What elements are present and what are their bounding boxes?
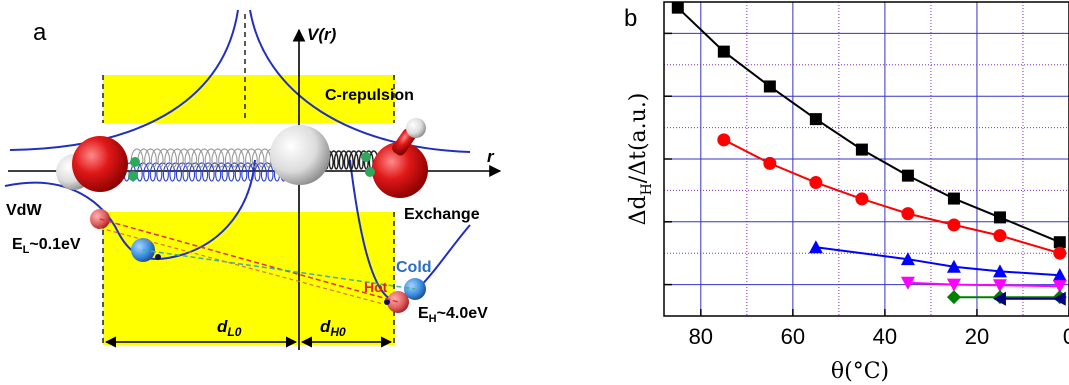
panel-b-letter: b [624,5,637,32]
dl0-label: dL0 [217,317,242,339]
data-point [900,252,915,266]
series-2 [717,133,1067,260]
data-point [946,259,961,273]
data-point [992,264,1007,278]
hydrogen-atom-center [270,125,330,185]
data-point [717,45,730,58]
hot-dashed-line [99,218,399,303]
eh-label: EH~4.0eV [418,305,488,325]
c-repulsion-curve-right [249,9,471,153]
data-point [671,1,684,14]
bond-spring [123,148,379,182]
panel-a: a V(r) r C-repulsion [4,9,502,350]
x-tick-label: 60 [781,324,805,349]
series-5 [946,290,1067,305]
data-point [992,279,1007,293]
exchange-label: Exchange [404,206,480,223]
data-point [992,291,1006,306]
data-point [1053,246,1067,260]
plot-series [671,1,1067,306]
series-line [723,138,1061,255]
data-point [717,133,731,147]
c-repulsion-curve-left [9,9,239,151]
data-point [855,192,869,206]
data-point [809,176,823,190]
cold-dashed-line [142,249,416,290]
panel-a-letter: a [33,19,47,46]
data-point [946,290,961,305]
data-point [993,211,1006,224]
series-line [907,281,1060,288]
panel-b: b 80 60 40 20 0 θ(°C) ΔdH/Δt(a.u.) [624,1,1069,384]
hot-label: Hot [364,279,388,295]
lone-pair-dot [361,152,371,162]
x-tick-label: 80 [689,324,713,349]
lower-yellow-band [103,212,395,345]
x-tick-label: 0 [1063,324,1069,349]
series-4 [900,276,1067,294]
vdw-label: VdW [6,202,42,219]
data-point [946,278,961,292]
data-point [808,240,823,254]
data-point [763,156,777,170]
r-axis-label: r [487,147,495,166]
oxygen-atom-left [72,136,128,192]
data-point [947,192,960,205]
data-point [1052,268,1067,282]
data-point [855,143,868,156]
series-3 [808,240,1067,282]
data-point [993,229,1007,243]
lone-pair-dot [128,171,138,181]
y-axis-title: ΔdH/Δt(a.u.) [626,93,655,226]
potential-axis-label: V(r) [307,25,337,44]
oxygen-atom-right [372,142,428,198]
hot-atom-exchange [387,291,409,313]
cold-label: Cold [396,259,432,276]
data-point [947,218,961,232]
upper-yellow-band [103,75,395,123]
el-label: EL~0.1eV [12,236,81,256]
series-1 [671,1,1066,249]
x-tick-label: 20 [965,324,989,349]
dh0-label: dH0 [320,317,346,339]
x-axis-title: θ(°C) [831,359,889,384]
series-line [677,6,1061,244]
plot-ticks: 80 60 40 20 0 [664,32,1069,349]
data-point [900,276,915,290]
data-point [901,169,914,182]
well-marker [384,299,390,305]
c-repulsion-label: C-repulsion [325,87,414,104]
plot-grid [664,2,1069,316]
data-point [763,80,776,93]
x-tick-label: 40 [873,324,897,349]
well-marker [155,254,161,260]
data-point [901,207,915,221]
lone-pair-dot [130,157,140,167]
series-6 [992,291,1066,306]
data-point [1052,291,1066,306]
data-point [809,113,822,126]
lone-pair-dot [365,167,375,177]
data-point [1053,236,1066,249]
hydrogen-atom-right [406,118,426,138]
data-point [1052,280,1067,294]
